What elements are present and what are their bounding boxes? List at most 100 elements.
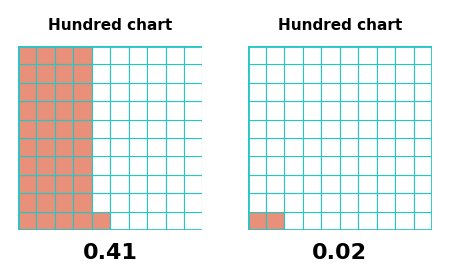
- Bar: [36, 120, 55, 138]
- Bar: [248, 156, 266, 175]
- Bar: [266, 193, 284, 212]
- Bar: [147, 64, 166, 83]
- Bar: [55, 83, 73, 101]
- Bar: [284, 175, 303, 193]
- Bar: [92, 156, 110, 175]
- Bar: [303, 101, 321, 120]
- Bar: [147, 175, 166, 193]
- Bar: [110, 101, 129, 120]
- Bar: [55, 120, 73, 138]
- Bar: [110, 138, 129, 156]
- Bar: [395, 101, 414, 120]
- Bar: [266, 120, 284, 138]
- Bar: [147, 156, 166, 175]
- Bar: [73, 120, 92, 138]
- Bar: [266, 156, 284, 175]
- Bar: [184, 64, 202, 83]
- Bar: [303, 175, 321, 193]
- Bar: [414, 175, 432, 193]
- Bar: [73, 175, 92, 193]
- Bar: [129, 120, 147, 138]
- Bar: [266, 138, 284, 156]
- Bar: [377, 120, 395, 138]
- Bar: [321, 83, 340, 101]
- Bar: [266, 46, 284, 64]
- Bar: [110, 46, 129, 64]
- Bar: [358, 138, 377, 156]
- Bar: [18, 83, 36, 101]
- Bar: [184, 83, 202, 101]
- Bar: [184, 46, 202, 64]
- Bar: [303, 193, 321, 212]
- Bar: [358, 193, 377, 212]
- Bar: [248, 212, 266, 230]
- Bar: [73, 193, 92, 212]
- Bar: [377, 175, 395, 193]
- Bar: [358, 175, 377, 193]
- Bar: [36, 212, 55, 230]
- Bar: [303, 83, 321, 101]
- Bar: [358, 212, 377, 230]
- Bar: [340, 64, 358, 83]
- Bar: [129, 46, 147, 64]
- Bar: [36, 175, 55, 193]
- Bar: [166, 101, 184, 120]
- Bar: [147, 120, 166, 138]
- Bar: [248, 101, 266, 120]
- Bar: [110, 156, 129, 175]
- Bar: [414, 83, 432, 101]
- Bar: [129, 175, 147, 193]
- Bar: [358, 101, 377, 120]
- Bar: [36, 64, 55, 83]
- Bar: [18, 175, 36, 193]
- Bar: [110, 212, 129, 230]
- Bar: [358, 64, 377, 83]
- Bar: [414, 46, 432, 64]
- Bar: [147, 212, 166, 230]
- Bar: [248, 120, 266, 138]
- Text: Hundred chart: Hundred chart: [278, 18, 402, 33]
- Bar: [377, 101, 395, 120]
- Bar: [266, 101, 284, 120]
- Bar: [303, 156, 321, 175]
- Bar: [358, 46, 377, 64]
- Bar: [92, 64, 110, 83]
- Bar: [284, 83, 303, 101]
- Bar: [129, 101, 147, 120]
- Bar: [358, 83, 377, 101]
- Bar: [340, 193, 358, 212]
- Bar: [92, 212, 110, 230]
- Bar: [284, 138, 303, 156]
- Bar: [92, 46, 110, 64]
- Bar: [284, 64, 303, 83]
- Bar: [284, 156, 303, 175]
- Bar: [18, 212, 36, 230]
- Bar: [377, 83, 395, 101]
- Bar: [166, 175, 184, 193]
- Bar: [303, 138, 321, 156]
- Bar: [184, 156, 202, 175]
- Bar: [340, 101, 358, 120]
- Bar: [55, 156, 73, 175]
- Bar: [266, 175, 284, 193]
- Bar: [18, 46, 36, 64]
- Bar: [36, 101, 55, 120]
- Bar: [73, 46, 92, 64]
- Bar: [340, 83, 358, 101]
- Bar: [92, 83, 110, 101]
- Bar: [73, 138, 92, 156]
- Bar: [266, 64, 284, 83]
- Bar: [147, 101, 166, 120]
- Bar: [55, 46, 73, 64]
- Bar: [92, 175, 110, 193]
- Bar: [18, 64, 36, 83]
- Bar: [377, 212, 395, 230]
- Bar: [321, 212, 340, 230]
- Bar: [321, 120, 340, 138]
- Bar: [377, 193, 395, 212]
- Bar: [73, 156, 92, 175]
- Bar: [166, 193, 184, 212]
- Bar: [321, 175, 340, 193]
- Bar: [284, 193, 303, 212]
- Bar: [395, 46, 414, 64]
